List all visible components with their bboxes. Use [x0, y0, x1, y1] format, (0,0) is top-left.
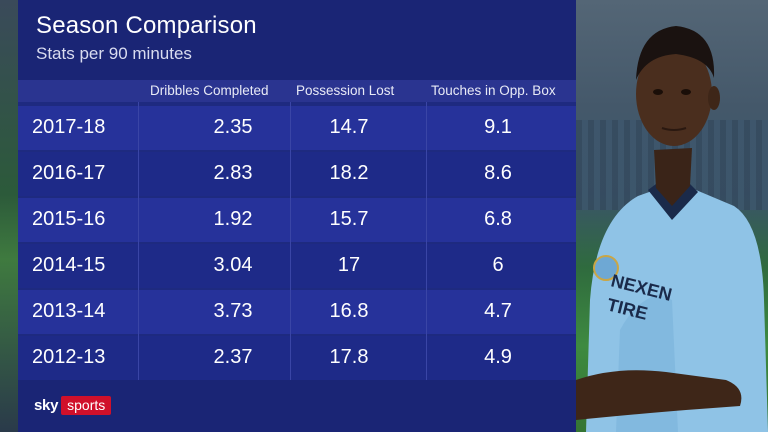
logo-sports-text: sports	[61, 395, 112, 415]
column-header-band	[18, 80, 576, 102]
sponsor-line-2: TIRE	[605, 294, 650, 323]
panel-footer: sky sports	[18, 380, 576, 432]
column-divider	[138, 102, 139, 380]
table-row: 2015-16 1.92 15.7 6.8	[18, 198, 576, 242]
possession-lost-cell: 16.8	[329, 300, 369, 322]
season-cell: 2016-17	[32, 162, 106, 184]
column-divider	[290, 102, 291, 380]
table-row: 2017-18 2.35 14.7 9.1	[18, 106, 576, 150]
column-header-touches: Touches in Opp. Box	[431, 83, 556, 98]
table-row: 2014-15 3.04 17 6	[18, 244, 576, 288]
dribbles-cell: 2.35	[213, 116, 253, 138]
touches-cell: 6	[492, 254, 504, 276]
table-row: 2016-17 2.83 18.2 8.6	[18, 152, 576, 196]
possession-lost-cell: 18.2	[329, 162, 369, 184]
table-row: 2012-13 2.37 17.8 4.9	[18, 336, 576, 380]
touches-cell: 9.1	[484, 116, 512, 138]
season-cell: 2014-15	[32, 254, 106, 276]
background-edge	[0, 0, 18, 432]
column-header-possession-lost: Possession Lost	[296, 83, 395, 98]
touches-cell: 6.8	[484, 208, 512, 230]
season-cell: 2013-14	[32, 300, 106, 322]
season-cell: 2012-13	[32, 346, 106, 368]
page-title: Season Comparison	[36, 12, 257, 39]
dribbles-cell: 3.73	[213, 300, 253, 322]
touches-cell: 4.9	[484, 346, 512, 368]
season-cell: 2017-18	[32, 116, 106, 138]
stats-panel: Season Comparison Stats per 90 minutes D…	[18, 0, 576, 432]
touches-cell: 4.7	[484, 300, 512, 322]
player-photo: NEXEN TIRE	[576, 0, 768, 432]
column-divider	[426, 102, 427, 380]
possession-lost-cell: 15.7	[329, 208, 369, 230]
table-row: 2013-14 3.73 16.8 4.7	[18, 290, 576, 334]
dribbles-cell: 1.92	[213, 208, 253, 230]
logo-sky-text: sky	[34, 396, 59, 414]
shirt-sponsor: NEXEN TIRE	[605, 270, 674, 323]
player-illustration	[576, 26, 768, 432]
dribbles-cell: 3.04	[213, 254, 253, 276]
touches-cell: 8.6	[484, 162, 512, 184]
page-subtitle: Stats per 90 minutes	[36, 44, 192, 63]
column-header-dribbles: Dribbles Completed	[150, 83, 269, 98]
possession-lost-cell: 17	[337, 254, 361, 276]
panel-header: Season Comparison Stats per 90 minutes	[18, 0, 576, 80]
season-cell: 2015-16	[32, 208, 106, 230]
sky-sports-logo: sky sports	[34, 394, 112, 416]
possession-lost-cell: 17.8	[329, 346, 369, 368]
dribbles-cell: 2.83	[213, 162, 253, 184]
possession-lost-cell: 14.7	[329, 116, 369, 138]
dribbles-cell: 2.37	[213, 346, 253, 368]
